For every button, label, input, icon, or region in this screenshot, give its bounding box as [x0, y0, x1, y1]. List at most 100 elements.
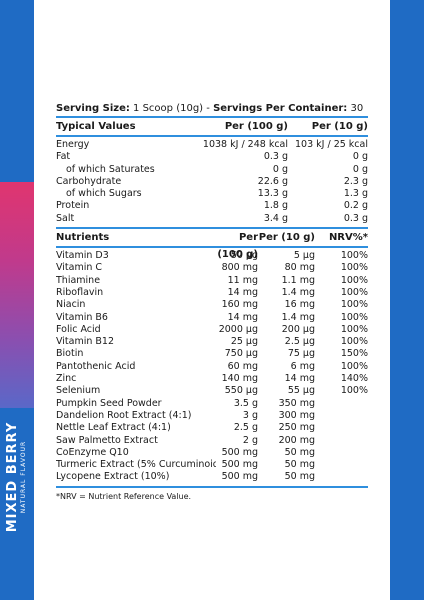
nutrient-name: Saw Palmetto Extract: [56, 434, 158, 446]
nutrient-name: Niacin: [56, 299, 86, 311]
nutrient-row: Vitamin B12 25 µg 2.5 µg 100%: [56, 336, 368, 348]
value-per-10g: 80 mg: [284, 262, 315, 274]
nrv-percent: 150%: [340, 348, 368, 360]
typical-values-header: Typical Values Per (100 g) Per (10 g): [56, 116, 368, 137]
nutrition-panel: Serving Size: 1 Scoop (10g) - Servings P…: [56, 102, 368, 502]
value-per-100g: 500 mg: [221, 446, 258, 458]
value-per-100g: 1.8 g: [263, 200, 288, 212]
flavour-subtitle: NATURAL FLAVOUR: [20, 440, 27, 514]
value-per-10g: 1.3 g: [343, 188, 368, 200]
nrv-percent: 100%: [340, 250, 368, 262]
nutrient-name: Thiamine: [56, 274, 101, 286]
value-per-10g: 0.2 g: [343, 200, 368, 212]
nrv-percent: 100%: [340, 385, 368, 397]
value-per-10g: 200 mg: [278, 434, 315, 446]
nutrient-name: Pantothenic Acid: [56, 360, 136, 372]
value-per-100g: 750 µg: [224, 348, 258, 360]
nutrient-name: Vitamin C: [56, 262, 103, 274]
nutrient-name: Dandelion Root Extract (4:1): [56, 409, 192, 421]
typical-values-row: Salt 3.4 g 0.3 g: [56, 213, 368, 225]
value-per-100g: 0 g: [272, 163, 288, 175]
typical-values-row: of which Saturates 0 g 0 g: [56, 164, 368, 176]
nutrient-name: Lycopene Extract (10%): [56, 471, 170, 483]
header-per-100g: Per (100 g): [224, 121, 288, 132]
nrv-percent: [315, 422, 368, 434]
header-typical-values: Typical Values: [56, 121, 136, 132]
nutrient-name: Vitamin D3: [56, 250, 109, 262]
value-per-100g: 3.5 g: [233, 397, 258, 409]
value-per-100g: 2 g: [242, 434, 258, 446]
nrv-percent: [315, 398, 368, 410]
nutrients-header: Nutrients Per (100 g) Per (10 g) NRV%*: [56, 227, 368, 260]
value-per-10g: 0.3 g: [343, 212, 368, 224]
nutrient-row: Vitamin B6 14 mg 1.4 mg 100%: [56, 312, 368, 324]
nutrient-name: CoEnzyme Q10: [56, 446, 129, 458]
nrv-percent: 100%: [340, 286, 368, 298]
nrv-percent: [315, 447, 368, 459]
flavour-label: MIXED BERRY NATURAL FLAVOUR: [5, 422, 28, 533]
nrv-percent: 100%: [340, 299, 368, 311]
value-per-10g: 300 mg: [278, 409, 315, 421]
value-per-10g: 1.4 mg: [281, 286, 315, 298]
value-per-100g: 140 mg: [221, 373, 258, 385]
nutrient-name: Zinc: [56, 373, 77, 385]
value-per-100g: 3 g: [242, 409, 258, 421]
value-per-10g: 50 mg: [284, 471, 315, 483]
value-per-100g: 60 mg: [227, 360, 258, 372]
value-per-100g: 3.4 g: [263, 212, 288, 224]
nutrient-name: Protein: [56, 200, 90, 212]
value-per-100g: 11 mg: [227, 274, 258, 286]
nutrient-name: Nettle Leaf Extract (4:1): [56, 422, 171, 434]
right-blue-strip: [390, 0, 424, 600]
value-per-10g: 0 g: [352, 163, 368, 175]
typical-values-row: Energy 1038 kJ / 248 kcal 103 kJ / 25 kcal: [56, 139, 368, 151]
nutrient-name: of which Saturates: [66, 163, 155, 175]
nutrients-rows: Vitamin D3 50 µg 5 µg 100% Vitamin C 800 mg 80…: [56, 248, 368, 488]
typical-values-row: Fat 0.3 g 0 g: [56, 151, 368, 163]
nutrient-row: Pumpkin Seed Powder 3.5 g 350 mg: [56, 398, 368, 410]
nutrient-name: Pumpkin Seed Powder: [56, 397, 162, 409]
nutrient-name: Vitamin B12: [56, 336, 115, 348]
nrv-percent: 100%: [340, 262, 368, 274]
nutrient-name: Turmeric Extract (5% Curcuminoids): [56, 459, 216, 471]
nutrient-name: Fat: [56, 151, 71, 163]
nutrient-name: Salt: [56, 212, 75, 224]
header-nutrients: Nutrients: [56, 232, 110, 244]
value-per-10g: 250 mg: [278, 422, 315, 434]
nutrient-name: of which Sugars: [66, 188, 142, 200]
typical-values-rows: Energy 1038 kJ / 248 kcal 103 kJ / 25 kcal…: [56, 137, 368, 227]
value-per-10g: 75 µg: [287, 348, 315, 360]
value-per-10g: 55 µg: [287, 385, 315, 397]
serving-size-value: 1 Scoop (10g): [133, 103, 204, 114]
value-per-10g: 350 mg: [278, 397, 315, 409]
nutrient-name: Selenium: [56, 385, 101, 397]
nutrient-row: Folic Acid 2000 µg 200 µg 100%: [56, 324, 368, 336]
value-per-10g: 6 mg: [290, 360, 315, 372]
header-nrv: NRV%*: [328, 232, 368, 244]
value-per-10g: 2.5 µg: [284, 336, 315, 348]
nrv-percent: [315, 471, 368, 483]
nutrient-name: Energy: [56, 139, 90, 150]
nrv-percent: 100%: [340, 336, 368, 348]
servings-per-container-label: Servings Per Container:: [213, 103, 348, 114]
nutrients-table: Nutrients Per (100 g) Per (10 g) NRV%* V…: [56, 227, 368, 488]
nutrient-name: Biotin: [56, 348, 84, 360]
nrv-footnote: *NRV = Nutrient Reference Value.: [56, 491, 192, 501]
nrv-percent: [315, 435, 368, 447]
nutrient-row: Saw Palmetto Extract 2 g 200 mg: [56, 435, 368, 447]
typical-values-row: Protein 1.8 g 0.2 g: [56, 200, 368, 212]
nutrient-row: Vitamin C 800 mg 80 mg 100%: [56, 262, 368, 274]
value-per-100g: 500 mg: [221, 459, 258, 471]
nutrient-row: Thiamine 11 mg 1.1 mg 100%: [56, 275, 368, 287]
value-per-10g: 200 µg: [281, 323, 315, 335]
nutrient-row: Selenium 550 µg 55 µg 100%: [56, 385, 368, 397]
nrv-percent: 140%: [340, 373, 368, 385]
nutrient-row: Riboflavin 14 mg 1.4 mg 100%: [56, 287, 368, 299]
value-per-100g: 2000 µg: [218, 323, 258, 335]
nutrient-row: Dandelion Root Extract (4:1) 3 g 300 mg: [56, 410, 368, 422]
value-per-100g: 25 µg: [230, 336, 258, 348]
nrv-percent: 100%: [340, 323, 368, 335]
header-per-10g: Per (10 g): [311, 121, 368, 132]
value-per-10g: 1.4 mg: [281, 311, 315, 323]
value-per-100g: 50 µg: [230, 250, 258, 262]
